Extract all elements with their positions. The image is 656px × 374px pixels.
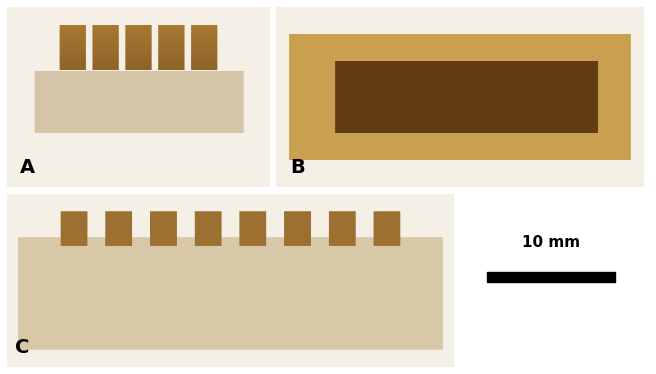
Text: 10 mm: 10 mm bbox=[522, 234, 580, 249]
Bar bbox=[487, 272, 615, 282]
Text: C: C bbox=[16, 338, 30, 357]
Text: A: A bbox=[20, 157, 35, 177]
Text: B: B bbox=[290, 157, 305, 177]
